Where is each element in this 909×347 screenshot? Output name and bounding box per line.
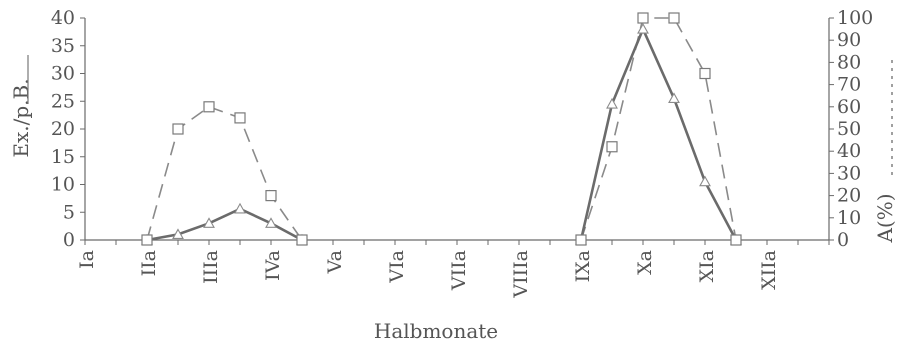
right-axis-title: A(%) (873, 193, 897, 243)
right-tick-label: 30 (837, 162, 861, 184)
right-tick-label: 100 (837, 7, 873, 29)
right-tick-label: 80 (837, 51, 861, 73)
series-ex-line (146, 207, 303, 242)
right-tick-label: 50 (837, 118, 861, 140)
right-tick-label: 0 (837, 229, 849, 251)
left-axis-title: Ex./p.B. (9, 78, 33, 157)
series-ex-point (668, 92, 680, 104)
x-tick-label: IIa (138, 250, 160, 276)
series-a-point (203, 101, 215, 113)
x-tick-label: Xa (634, 250, 656, 275)
series-a-point (141, 234, 153, 246)
series-ex-point (606, 97, 618, 109)
x-tick-label: IIIa (200, 250, 222, 284)
series-ex-point (699, 175, 711, 187)
series-a-point (637, 12, 649, 24)
left-tick-label: 15 (51, 146, 75, 168)
series-a-line (580, 17, 737, 241)
series-ex-point (637, 22, 649, 34)
left-tick-label: 20 (51, 118, 75, 140)
series-ex-point (265, 217, 277, 228)
left-tick-label: 10 (51, 174, 75, 196)
series-a-point (668, 12, 680, 24)
x-axis-title: Halbmonate (374, 319, 498, 343)
series-ex-point (172, 228, 184, 239)
series-a-line (146, 105, 303, 241)
series-a-point (234, 112, 246, 124)
right-tick-label: 40 (837, 140, 861, 162)
left-tick-label: 25 (51, 90, 75, 112)
series-a-point (606, 141, 618, 153)
series-layer (141, 12, 742, 246)
left-tick-label: 5 (63, 201, 75, 223)
right-tick-label: 60 (837, 96, 861, 118)
series-a-point (699, 67, 711, 80)
x-tick-label: Ia (76, 250, 98, 269)
right-tick-label: 20 (837, 185, 861, 207)
x-tick-label: Va (324, 250, 346, 274)
left-tick-label: 35 (51, 35, 75, 57)
series-a-point (296, 234, 308, 246)
right-tick-label: 70 (837, 74, 861, 96)
x-tick-label: VIIIa (510, 250, 532, 299)
x-tick-label: XIIa (758, 250, 780, 290)
x-tick-label: IVa (262, 250, 284, 281)
left-tick-label: 0 (63, 229, 75, 251)
left-tick-label: 40 (51, 7, 75, 29)
x-axis: Ia IIa IIIa IVa Va VIa VIIa VIIIa IXa Xa XIa XIIa (76, 239, 830, 299)
left-tick-label: 30 (51, 63, 75, 85)
series-ex-point (203, 217, 215, 228)
x-tick-label: VIa (386, 250, 408, 284)
series-ex-point (234, 202, 246, 214)
right-tick-label: 10 (837, 207, 861, 229)
left-y-axis: 0 5 10 15 20 25 30 35 40 (51, 7, 86, 251)
x-tick-label: XIa (696, 250, 718, 282)
right-tick-label: 90 (837, 29, 861, 51)
x-tick-label: IXa (572, 250, 594, 282)
series-a-point (172, 123, 184, 135)
series-a-point (575, 234, 587, 246)
series-a-point (265, 190, 277, 202)
series-ex-line (579, 25, 738, 241)
series-a-point (730, 234, 742, 246)
x-tick-label: VIIa (448, 250, 470, 291)
